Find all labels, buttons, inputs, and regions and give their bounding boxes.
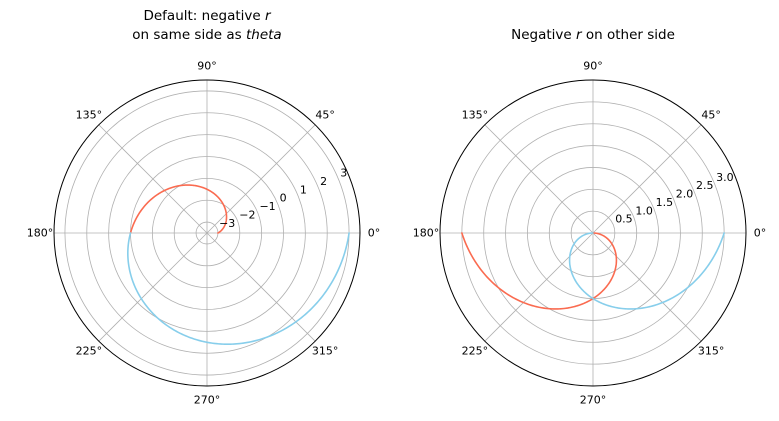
chart-title-line: on same side as theta [132,27,281,43]
r-tick-label: 3 [340,167,347,180]
theta-grid-spoke [206,232,316,342]
theta-grid-spoke [484,124,594,234]
theta-tick-label: 225° [462,345,489,358]
theta-tick-label: 315° [698,345,725,358]
theta-tick-label: 135° [76,108,103,121]
r-tick-label: 1.0 [635,204,653,217]
r-tick-label: −3 [219,217,235,230]
r-tick-label: 1 [300,183,307,196]
series-group [127,184,350,346]
theta-tick-label: 0° [368,227,381,240]
r-tick-label: 0 [280,192,287,205]
series-line-2 [568,232,725,310]
theta-tick-label: 0° [754,227,767,240]
theta-tick-label: 45° [315,108,335,121]
series-group [461,232,725,310]
theta-grid-spoke [98,232,208,342]
theta-tick-label: 270° [194,394,221,407]
polar-frame-circle [439,79,747,387]
theta-grid-spoke [592,124,702,234]
theta-grid-spoke [206,124,316,234]
theta-tick-label: 90° [583,60,603,73]
theta-tick-label: 315° [312,345,339,358]
r-tick-labels: 0.51.01.52.02.53.0 [615,171,733,226]
r-tick-label: −1 [259,200,275,213]
chart-title: Default: negative r on same side as theta [132,8,281,43]
r-tick-label: 1.5 [656,196,674,209]
r-tick-label: 2.5 [696,179,714,192]
polar-chart-left: Default: negative r on same side as theta… [27,8,381,407]
r-tick-label: 2.0 [676,188,694,201]
theta-tick-label: 135° [462,108,489,121]
chart-title: Negative r on other side [511,27,675,43]
grid-lines [54,80,360,386]
series-line-2 [127,232,350,346]
polar-frame-circle [53,79,361,387]
theta-grid-spoke [592,232,702,342]
polar-frame [53,79,361,387]
theta-grid-spoke [98,124,208,234]
theta-tick-labels: 0° 45° 90° 135° 180° 225° 270° 315° [413,60,767,407]
theta-tick-label: 180° [413,227,440,240]
series-line-1 [129,184,228,234]
r-tick-label: −2 [239,208,255,221]
theta-grid-spoke [484,232,594,342]
theta-tick-label: 225° [76,345,103,358]
chart-title-line: Default: negative r [143,8,272,24]
theta-tick-labels: 0° 45° 90° 135° 180° 225° 270° 315° [27,60,381,407]
theta-tick-label: 270° [580,394,607,407]
theta-tick-label: 45° [701,108,721,121]
theta-tick-label: 90° [197,60,217,73]
r-tick-label: 3.0 [716,171,734,184]
r-tick-label: 0.5 [615,213,633,226]
r-tick-label: 2 [320,175,327,188]
polar-chart-right: Negative r on other side 0° 45° 90° 135° 180… [413,27,767,407]
polar-frame [439,79,747,387]
theta-tick-label: 180° [27,227,54,240]
chart-title-line: Negative r on other side [511,27,675,43]
